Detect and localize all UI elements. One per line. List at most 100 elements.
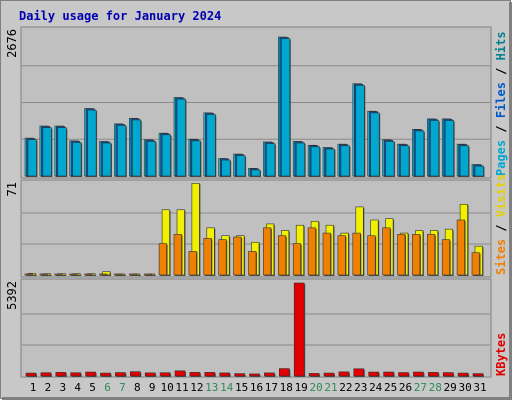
visits-panel-legend: Sites / Visits (494, 174, 508, 275)
pages-bar (385, 141, 395, 177)
pages-bar (355, 85, 365, 177)
pages-bar (102, 142, 112, 177)
legend-files: Files (494, 82, 508, 118)
sites-bar (426, 234, 436, 276)
kbytes-bar (234, 373, 245, 377)
kbytes-bar (323, 372, 335, 377)
x-tick-label: 9 (149, 381, 156, 394)
visits-panel-ymax-label: 71 (5, 182, 19, 196)
sites-bar (471, 252, 480, 276)
pages-bar (72, 142, 82, 177)
kbytes-panel-bg (20, 278, 492, 378)
pages-bar (236, 155, 246, 177)
x-tick-label: 4 (74, 381, 81, 394)
pages-bar (221, 159, 231, 177)
pages-bar (325, 148, 335, 177)
pages-bar (176, 98, 186, 177)
frame-shadow-right (509, 2, 512, 400)
sites-bar-shadow (70, 275, 79, 276)
kbytes-bar (144, 372, 156, 377)
sites-bar (337, 235, 346, 276)
pages-bar (117, 125, 127, 177)
pages-bar (57, 127, 67, 177)
pages-bar (370, 112, 380, 177)
pages-bar (206, 114, 216, 177)
kbytes-bar (70, 372, 81, 377)
x-tick-label: 19 (295, 381, 308, 394)
legend-visits: Visits (494, 174, 508, 217)
x-tick-label: 22 (339, 381, 352, 394)
sites-bar (307, 227, 316, 276)
pages-bar (280, 38, 291, 177)
x-tick-label: 21 (324, 381, 337, 394)
x-tick-label: 27 (414, 381, 427, 394)
kbytes-bar (293, 282, 305, 377)
x-tick-label: 12 (190, 381, 203, 394)
kbytes-bar (159, 372, 171, 377)
hits-panel-bars (24, 36, 485, 178)
sites-bar (143, 273, 152, 276)
x-tick-label: 8 (134, 381, 141, 394)
kbytes-bar (442, 372, 454, 377)
pages-bar (161, 134, 171, 177)
kbytes-bar (278, 368, 290, 377)
sites-bar (39, 273, 48, 276)
x-tick-label: 7 (119, 381, 126, 394)
chart-title: Daily usage for January 2024 (19, 9, 221, 23)
x-tick-label: 3 (59, 381, 66, 394)
pages-bar (415, 130, 425, 177)
sites-bar-shadow (100, 274, 108, 276)
x-axis-day-labels: 1 2 3 4 5 6 7 8 9 10 11 12 13 14 15 16 17 18 19 20 21 22 23 24 2… (30, 381, 487, 394)
kbytes-bar (249, 373, 260, 377)
sites-bar (203, 238, 212, 276)
sites-bar-shadow (145, 275, 153, 276)
sites-bar (263, 227, 272, 276)
kbytes-bar (383, 371, 394, 377)
kbytes-bar (174, 370, 186, 377)
pages-bar (400, 145, 410, 177)
sites-bar (456, 219, 465, 276)
kbytes-bar (219, 372, 230, 377)
kbytes-bar (308, 373, 320, 377)
kbytes-bar (85, 371, 96, 377)
x-tick-label: 13 (205, 381, 218, 394)
pages-bar (251, 169, 261, 177)
pages-bar (146, 141, 156, 177)
kbytes-bar (25, 372, 37, 377)
kbytes-bar (115, 372, 126, 377)
x-tick-label: 1 (30, 381, 37, 394)
x-tick-label: 16 (250, 381, 263, 394)
x-tick-label: 6 (104, 381, 111, 394)
sites-bar (412, 234, 421, 276)
kbytes-panel-ymax-label: 5392 (5, 281, 19, 310)
legend-sep-2: / (494, 68, 508, 75)
kbytes-bar (338, 371, 350, 377)
x-tick-label: 5 (89, 381, 96, 394)
kbytes-bar (472, 373, 484, 377)
visits-panel-bars (24, 183, 484, 276)
kbytes-panel-bars (25, 282, 484, 377)
kbytes-bar (204, 372, 216, 377)
sites-bar-shadow (130, 275, 138, 276)
hits-panel-legend: Pages / Files / Hits (494, 31, 508, 176)
sites-bar (99, 273, 108, 276)
hits-panel-ymax-label: 2676 (5, 29, 19, 58)
sites-bar (277, 235, 287, 276)
kbytes-bar (368, 371, 380, 377)
x-tick-label: 26 (399, 381, 412, 394)
x-tick-label: 28 (429, 381, 442, 394)
sites-bar (292, 243, 302, 276)
svg-text:Pages / Files: Pages / Files / Hits (494, 31, 508, 176)
x-tick-label: 25 (384, 381, 397, 394)
legend-pages: Pages (494, 140, 508, 176)
kbytes-bar (457, 372, 469, 377)
x-tick-label: 20 (309, 381, 322, 394)
pages-bar (444, 120, 455, 177)
sites-bar (173, 234, 182, 276)
kbytes-bar (100, 372, 111, 377)
x-tick-label: 10 (160, 381, 173, 394)
sites-bar (248, 251, 257, 276)
pages-bar (42, 127, 52, 177)
